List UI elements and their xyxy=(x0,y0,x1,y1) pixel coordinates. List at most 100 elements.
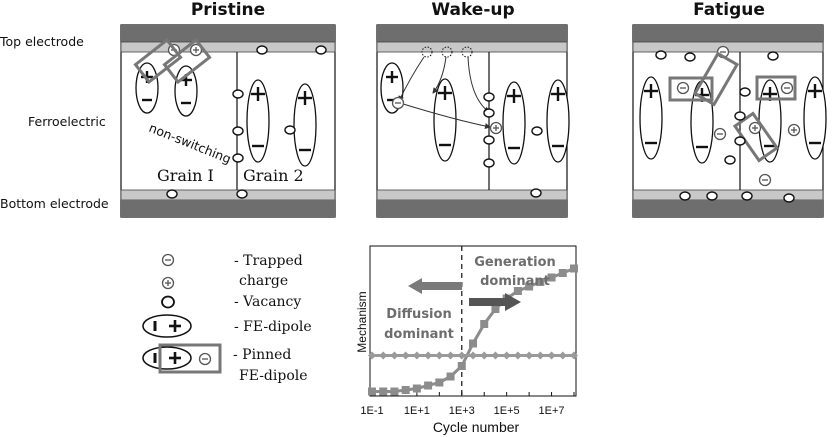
generation-arrow-icon xyxy=(469,293,521,311)
trapped-charge-icon xyxy=(676,81,690,95)
vacancy-icon xyxy=(684,52,696,62)
annotation-diffusion-2: dominant xyxy=(384,327,454,342)
vacancy-icon xyxy=(679,191,691,201)
dipole-icon xyxy=(245,78,271,164)
data-point-1 xyxy=(401,351,410,360)
x-tick-label: 1E+1 xyxy=(404,405,430,417)
dipole-icon xyxy=(757,78,783,164)
data-point-1 xyxy=(390,351,399,360)
vacancy-icon xyxy=(706,191,718,201)
legend-pinned-dipole-icon xyxy=(142,343,222,374)
pinned-box xyxy=(732,111,780,163)
vacancy-icon xyxy=(734,136,746,146)
dipole-icon xyxy=(173,64,199,118)
x-tick-label: 1E+3 xyxy=(449,405,475,417)
legend-dipole-icon xyxy=(142,314,192,338)
data-point-1 xyxy=(513,351,522,360)
label-top-electrode: Top electrode xyxy=(0,34,84,49)
panel-fatigue xyxy=(632,24,828,218)
trapped-charge-icon xyxy=(787,123,801,137)
vacancy-icon xyxy=(531,126,543,136)
legend-pinned-label: - Pinned xyxy=(233,347,291,363)
dipole-icon xyxy=(432,77,458,163)
data-point-1 xyxy=(412,351,421,360)
vacancy-icon xyxy=(483,158,495,168)
data-point-1 xyxy=(469,351,477,360)
panel-wakeup xyxy=(376,24,571,218)
bottom-electrode-bar xyxy=(633,200,823,217)
data-point-0 xyxy=(457,362,466,370)
title-fatigue: Fatigue xyxy=(693,0,765,20)
vacancy-icon xyxy=(232,126,244,136)
legend-trapped-label: - Trapped xyxy=(234,253,303,269)
annotation-generation: Generation xyxy=(474,255,556,270)
dipole-icon xyxy=(802,75,828,161)
grain1-label: Grain I xyxy=(157,166,214,185)
trapped-charge-icon xyxy=(758,173,772,187)
vacancy-icon xyxy=(315,45,327,55)
data-point-0 xyxy=(491,305,500,313)
annotation-generation-2: dominant xyxy=(480,274,550,289)
trapped-charge-icon xyxy=(780,81,794,95)
top-electrode-bar xyxy=(633,25,823,42)
data-point-0 xyxy=(435,378,444,387)
top-electrode-bar xyxy=(377,25,567,42)
diffusion-arrow-icon xyxy=(408,278,462,294)
vacancy-icon xyxy=(655,50,667,60)
y-axis-label: Mechanism xyxy=(355,291,369,352)
vacancy-icon xyxy=(483,135,495,145)
data-point-1 xyxy=(480,351,489,360)
data-point-1 xyxy=(502,351,511,360)
dipole-icon xyxy=(638,75,664,161)
legend-dipole-label: - FE-dipole xyxy=(234,319,312,335)
chart-frame xyxy=(369,245,577,397)
vacancy-icon xyxy=(767,51,779,61)
trapped-charge-icon xyxy=(489,121,503,135)
x-tick-label: 1E+5 xyxy=(494,405,520,417)
data-point-1 xyxy=(424,351,433,360)
panel-pristine: non-switching Grain I Grain 2 xyxy=(120,24,336,218)
data-point-0 xyxy=(379,387,388,396)
trapped-charge-icon xyxy=(391,96,405,110)
data-point-1 xyxy=(525,351,534,360)
data-point-0 xyxy=(469,339,477,348)
data-point-0 xyxy=(424,381,433,390)
legend-trapped-negative-icon xyxy=(161,253,175,267)
vacancy-icon xyxy=(483,92,495,102)
label-bottom-electrode: Bottom electrode xyxy=(0,196,109,211)
vacancy-icon xyxy=(739,87,751,97)
vacancy-icon xyxy=(232,153,244,163)
data-point-1 xyxy=(536,351,545,360)
diffusion-arrow xyxy=(399,102,491,129)
title-wakeup: Wake-up xyxy=(431,0,514,20)
x-tick-label: 1E+7 xyxy=(539,405,565,417)
dipole-icon xyxy=(501,80,527,166)
pinned-box xyxy=(755,75,797,101)
data-point-0 xyxy=(513,287,522,295)
vacancy-icon xyxy=(483,108,495,118)
vacancy-icon xyxy=(232,89,244,99)
data-point-1 xyxy=(547,351,556,360)
data-point-0 xyxy=(536,278,545,286)
data-point-0 xyxy=(446,372,455,381)
vacancy-icon xyxy=(236,189,248,199)
legend-pinned-label-2: FE-dipole xyxy=(239,368,308,384)
pinned-box xyxy=(692,51,740,107)
diffusion-arrow xyxy=(398,56,425,102)
data-point-1 xyxy=(570,351,578,360)
data-point-1 xyxy=(368,351,376,360)
legend-vacancy-label: - Vacancy xyxy=(234,294,301,310)
x-ticks: 1E-1 1E+1 1E+3 1E+5 1E+7 xyxy=(360,392,575,417)
diffusion-arrow xyxy=(432,56,447,94)
bottom-electrode-bar xyxy=(377,200,567,217)
x-tick-label: 1E-1 xyxy=(360,405,383,417)
data-point-0 xyxy=(525,282,534,291)
mechanism-chart: 1E-1 1E+1 1E+3 1E+5 1E+7 Generation dominant… xyxy=(355,245,578,435)
data-point-0 xyxy=(547,273,556,282)
data-point-1 xyxy=(457,351,466,360)
label-ferroelectric: Ferroelectric xyxy=(28,114,106,129)
annotation-diffusion: Diffusion xyxy=(386,307,451,322)
legend: - Trapped charge - Vacancy - FE-dipole -… xyxy=(142,253,312,384)
vacancy-icon xyxy=(724,155,736,165)
